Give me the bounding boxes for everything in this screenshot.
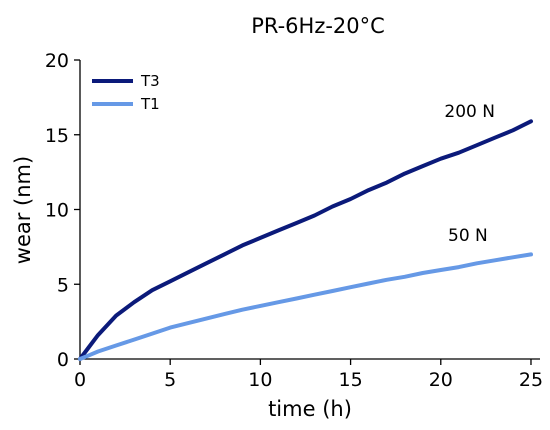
y-tick-label: 15 <box>45 125 69 147</box>
y-tick-label: 20 <box>45 50 69 72</box>
x-tick-label: 15 <box>338 369 362 391</box>
legend-label-t3: T3 <box>140 72 160 90</box>
x-tick-label: 20 <box>429 369 453 391</box>
y-ticks: 0 5 10 15 20 <box>45 50 80 371</box>
x-axis-label: time (h) <box>268 397 352 421</box>
y-tick-label: 5 <box>57 274 69 296</box>
legend: T3 T1 <box>92 72 160 113</box>
x-tick-label: 0 <box>74 369 86 391</box>
x-tick-label: 5 <box>164 369 176 391</box>
chart-title: PR-6Hz-20°C <box>251 14 385 38</box>
x-ticks: 0 5 10 15 20 25 <box>74 359 543 391</box>
annotations: 200 N 50 N <box>444 102 495 246</box>
x-tick-label: 25 <box>519 369 543 391</box>
series-layer <box>78 119 533 361</box>
y-tick-label: 0 <box>57 349 69 371</box>
annotation-label: 200 N <box>444 102 495 122</box>
series-line-t1 <box>78 252 533 361</box>
annotation-label: 50 N <box>448 226 488 246</box>
x-tick-label: 10 <box>248 369 272 391</box>
y-axis-label: wear (nm) <box>11 156 35 264</box>
legend-label-t1: T1 <box>140 95 160 113</box>
plot-area: 0 5 10 15 20 25 0 5 10 15 20 200 N 50 N <box>45 50 543 391</box>
y-tick-label: 10 <box>45 200 69 222</box>
series-line-t3 <box>78 119 533 361</box>
